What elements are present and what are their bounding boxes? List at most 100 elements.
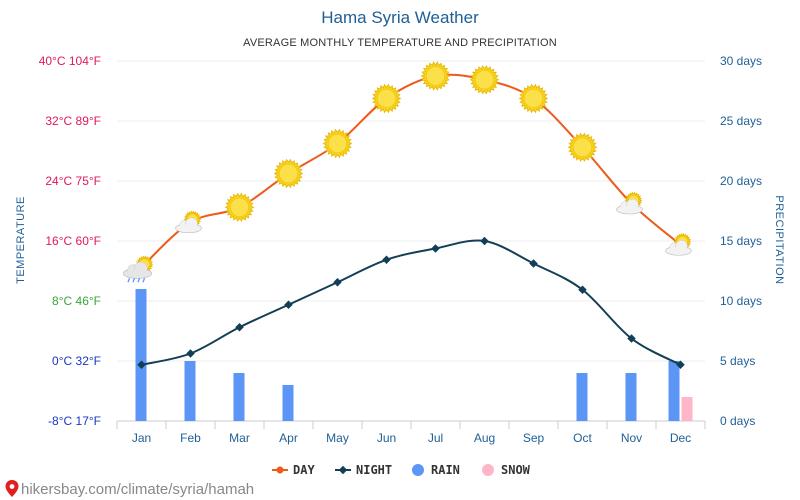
left-tick-label: 24°C 75°F (45, 174, 101, 188)
right-tick-label: 15 days (720, 234, 762, 248)
rain-bar (184, 361, 196, 421)
day-line (140, 73, 682, 268)
sun-core (278, 163, 299, 184)
footer-link[interactable]: hikersbay.com/climate/syria/hamah (21, 481, 254, 498)
legend-label: SNOW (501, 463, 531, 477)
left-tick-label: -8°C 17°F (48, 414, 101, 428)
sun-core (327, 133, 348, 154)
right-tick-label: 5 days (720, 354, 755, 368)
x-tick-label: Mar (229, 431, 250, 445)
legend-label: RAIN (431, 463, 460, 477)
right-tick-label: 30 days (720, 54, 762, 68)
grid-lines (117, 60, 705, 422)
night-point (578, 285, 587, 294)
rain-bar (135, 289, 147, 421)
sun-icon (567, 132, 598, 162)
legend-marker (276, 466, 284, 474)
footer: hikersbay.com/climate/syria/hamah (5, 480, 254, 498)
weather-icons (122, 61, 692, 283)
night-point (480, 236, 489, 246)
x-tick-label: Sep (523, 431, 545, 445)
night-line (141, 239, 681, 366)
sun-icon (224, 192, 255, 222)
sun-icon (322, 128, 353, 159)
x-tick-label: Dec (670, 431, 691, 445)
x-tick-label: Aug (474, 431, 495, 445)
x-tick-label: Feb (180, 431, 201, 445)
night-point (186, 349, 195, 358)
left-axis-ticks: 40°C 104°F 32°C 89°F 24°C 75°F 16°C 60°F 8°C… (39, 54, 101, 428)
right-tick-label: 0 days (720, 414, 755, 428)
night-point (676, 360, 685, 369)
right-tick-label: 20 days (720, 174, 762, 188)
cloud-part (176, 224, 201, 232)
snow-bar (681, 397, 693, 421)
x-tick-label: Oct (573, 431, 592, 445)
left-tick-label: 0°C 32°F (52, 354, 101, 368)
cloud-part (124, 269, 151, 278)
chart-title: Hama Syria Weather (321, 8, 479, 27)
rain-drop (142, 278, 146, 283)
sun-core (572, 137, 593, 157)
night-point (382, 255, 391, 264)
x-tick-label: Jul (428, 431, 443, 445)
cloud-sun-icon (665, 232, 692, 256)
night-point (333, 278, 342, 287)
legend-item-night: NIGHT (335, 463, 392, 477)
right-axis-ticks: 30 days 25 days 20 days 15 days 10 days 5 day… (720, 54, 762, 428)
sun-icon (420, 61, 451, 91)
footer-text[interactable]: hikersbay.com/climate/syria/hamah (21, 481, 254, 498)
cloud-rain-sun-icon (122, 255, 154, 283)
legend-label: DAY (293, 463, 315, 477)
rain-bar (233, 373, 245, 421)
sun-core (474, 70, 495, 90)
x-axis: Jan Feb Mar Apr May Jun Jul Aug Sep Oct Nov Dec (116, 421, 706, 445)
legend: DAY NIGHT RAIN SNOW (272, 463, 531, 477)
x-tick-label: Jan (132, 431, 151, 445)
x-tick-label: Nov (621, 431, 642, 445)
legend-item-day: DAY (272, 463, 315, 477)
rain-bar (668, 361, 680, 421)
left-tick-label: 40°C 104°F (39, 54, 101, 68)
night-point (627, 334, 636, 343)
x-tick-label: Jun (377, 431, 396, 445)
left-tick-label: 32°C 89°F (45, 114, 101, 128)
sun-core (425, 66, 446, 86)
sun-icon (469, 65, 500, 95)
right-tick-label: 25 days (720, 114, 762, 128)
cloud-sun-icon (175, 210, 202, 234)
sun-core (523, 88, 544, 109)
night-point (235, 323, 244, 332)
right-axis-title: PRECIPITATION (773, 195, 785, 284)
precipitation-bars (135, 289, 693, 421)
right-tick-label: 10 days (720, 294, 762, 308)
x-tick-label: Apr (279, 431, 298, 445)
legend-label: NIGHT (356, 463, 392, 477)
night-point (529, 259, 538, 268)
night-point (284, 300, 293, 309)
cloud-part (617, 205, 642, 214)
rain-drop (132, 278, 136, 283)
cloud-sun-icon (616, 191, 643, 215)
legend-marker (338, 465, 348, 475)
rain-bar (625, 373, 637, 421)
sun-core (229, 197, 250, 217)
cloud-part (666, 247, 691, 255)
sun-icon (371, 83, 402, 114)
legend-item-rain: RAIN (412, 463, 460, 477)
rain-bar (576, 373, 588, 421)
chart-subtitle: AVERAGE MONTHLY TEMPERATURE AND PRECIPIT… (243, 37, 557, 49)
location-pin-icon (5, 480, 19, 497)
left-tick-label: 8°C 46°F (52, 294, 101, 308)
legend-marker (482, 464, 494, 476)
day-series (140, 73, 682, 268)
sun-icon (273, 158, 304, 189)
rain-drop (127, 278, 131, 283)
night-point (137, 360, 146, 369)
night-series (137, 236, 685, 369)
left-tick-label: 16°C 60°F (45, 234, 101, 248)
sun-icon (518, 83, 549, 114)
left-axis-title: TEMPERATURE (15, 196, 27, 284)
x-tick-label: May (326, 431, 349, 445)
rain-bar (282, 385, 294, 421)
